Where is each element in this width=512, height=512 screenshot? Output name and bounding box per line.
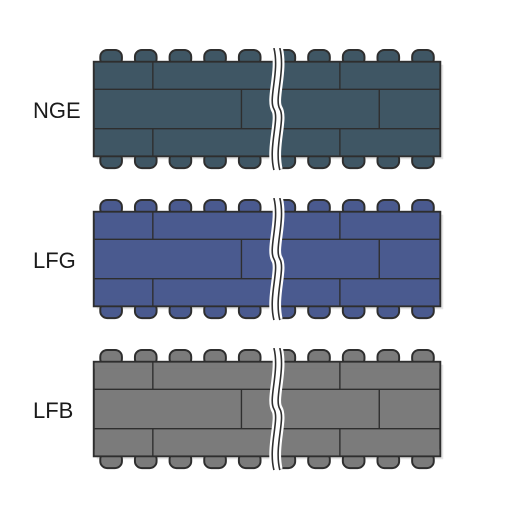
belt-graphic-lfb (90, 348, 448, 474)
belt-label-lfg: LFG (33, 248, 76, 274)
belt-diagram: NGE LFG LFB (0, 0, 512, 512)
belt-label-nge: NGE (33, 98, 81, 124)
belt-graphic-nge (90, 48, 448, 174)
belt-label-lfb: LFB (33, 398, 73, 424)
belt-graphic-lfg (90, 198, 448, 324)
